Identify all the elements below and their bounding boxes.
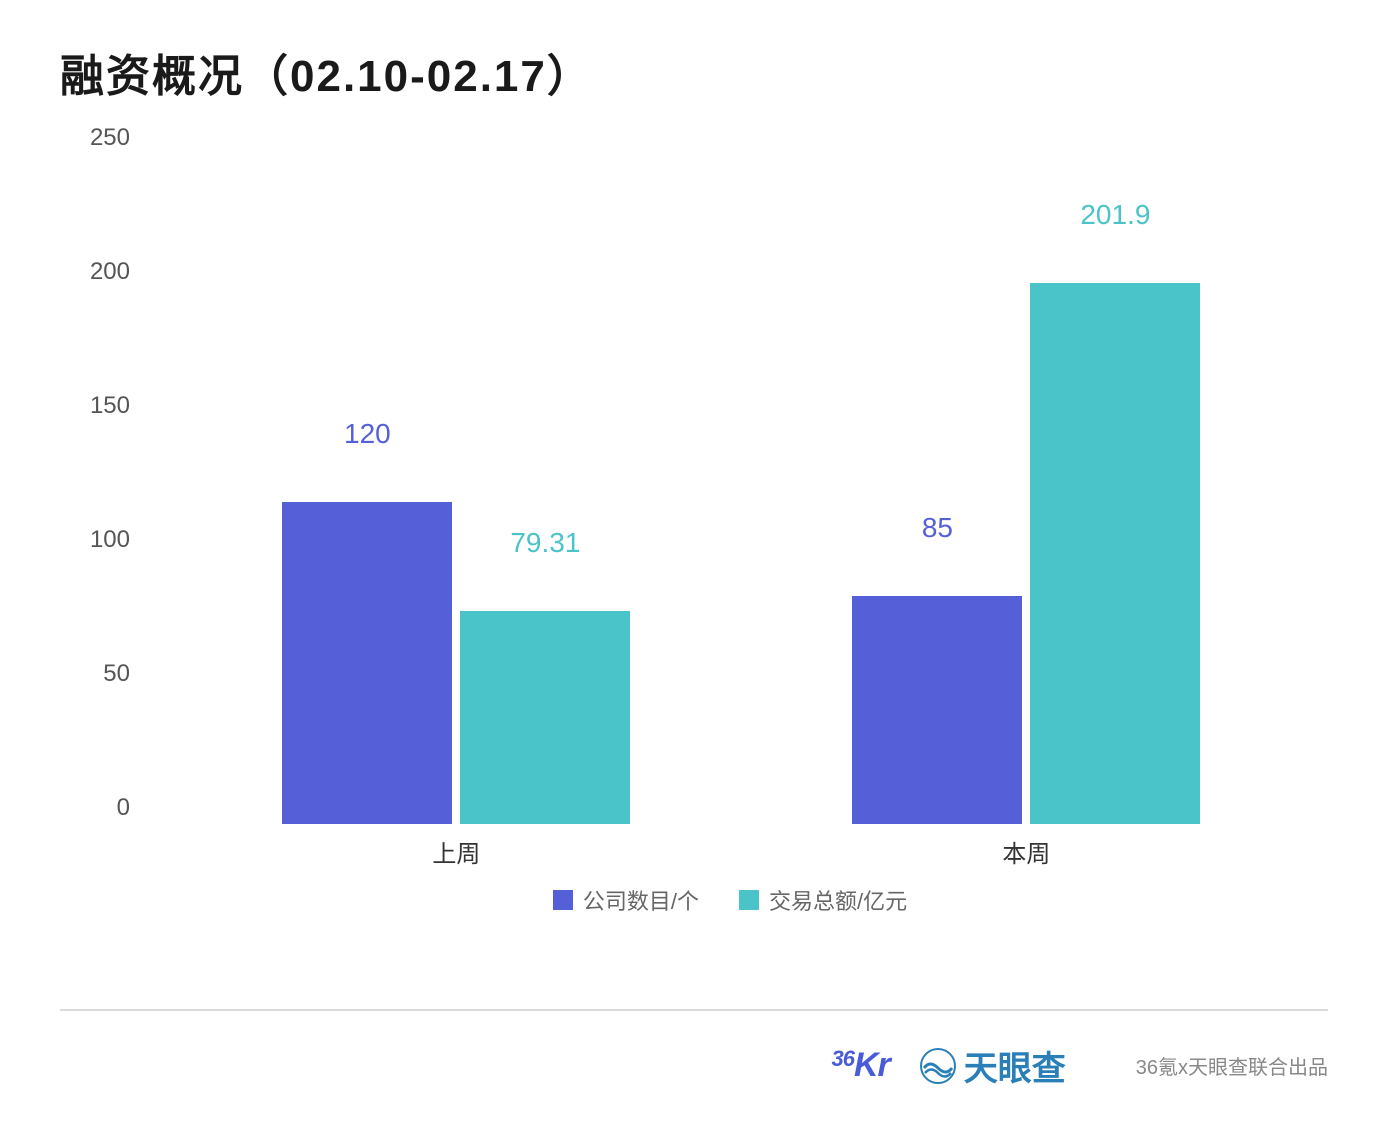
y-tick-label: 0: [117, 794, 130, 822]
legend-item: 交易总额/亿元: [739, 884, 907, 916]
bar-value-label: 201.9: [1080, 199, 1150, 241]
logo-tianyancha-text: 天眼查: [964, 1041, 1066, 1090]
bar: [852, 596, 1022, 824]
logo-36kr: 36Kr: [831, 1046, 889, 1085]
logo-36kr-prefix: 36: [831, 1046, 853, 1071]
y-axis: 050100150200250: [60, 154, 150, 824]
y-tick-label: 150: [90, 392, 130, 420]
bar: [282, 502, 452, 824]
bar-value-label: 79.31: [510, 527, 580, 569]
legend-item: 公司数目/个: [553, 884, 699, 916]
plot-region: 120 79.31 85 201.9: [160, 154, 1300, 824]
legend-swatch: [553, 890, 573, 910]
logo-36kr-text: Kr: [854, 1046, 890, 1084]
x-category-label: 本周: [1002, 834, 1050, 869]
y-tick-label: 100: [90, 526, 130, 554]
logo-tianyancha: 天眼查: [920, 1041, 1066, 1090]
chart-title: 融资概况（02.10-02.17）: [60, 40, 1328, 104]
legend-label: 公司数目/个: [583, 884, 699, 916]
bar: [1030, 283, 1200, 824]
bar: [460, 611, 630, 824]
bar-value-label: 120: [344, 418, 391, 460]
y-tick-label: 200: [90, 258, 130, 286]
credit-text: 36氪x天眼查联合出品: [1136, 1051, 1328, 1080]
x-axis: 上周 本周: [160, 829, 1300, 869]
footer: 36Kr 天眼查 36氪x天眼查联合出品: [60, 1009, 1328, 1090]
wave-icon: [920, 1048, 956, 1084]
chart-area: 050100150200250 12079.3185201.9 上周本周 公司数…: [60, 144, 1320, 904]
legend: 公司数目/个 交易总额/亿元: [160, 884, 1300, 916]
y-tick-label: 250: [90, 124, 130, 152]
legend-swatch: [739, 890, 759, 910]
bar-value-label: 85: [922, 512, 953, 554]
x-category-label: 上周: [432, 834, 480, 869]
y-tick-label: 50: [103, 660, 130, 688]
legend-label: 交易总额/亿元: [769, 884, 907, 916]
